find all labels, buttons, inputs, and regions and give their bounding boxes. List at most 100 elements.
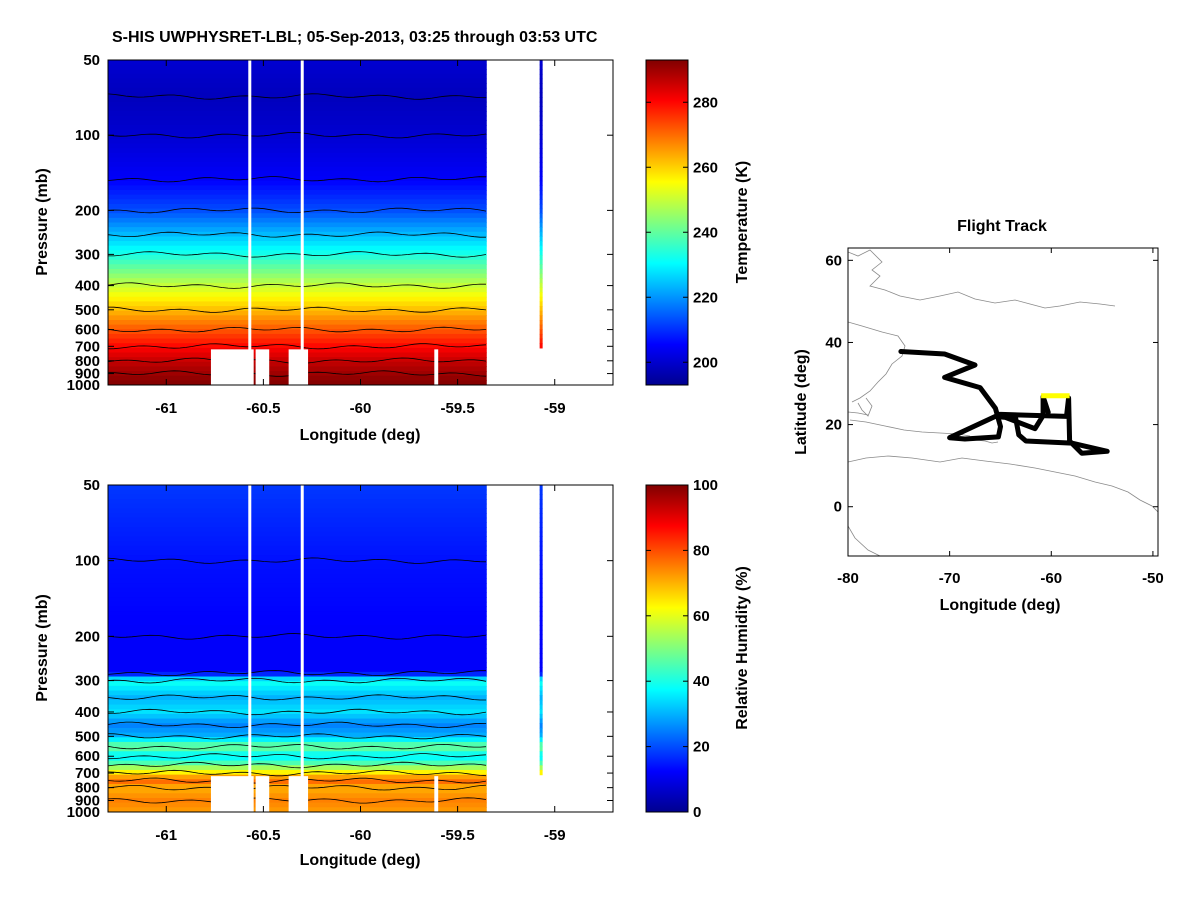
band-cell	[108, 676, 487, 682]
band-cell	[108, 611, 487, 617]
extra-profile-cell	[539, 255, 543, 261]
band-cell	[108, 157, 487, 163]
extra-profile-cell	[539, 676, 543, 682]
colorbar-tick-label: 0	[693, 804, 701, 821]
extra-profile-cell	[539, 83, 543, 89]
extra-profile-cell	[539, 699, 543, 706]
band-cell	[108, 503, 487, 509]
band-cell	[108, 292, 487, 298]
extra-profile-cell	[539, 292, 543, 298]
band-cell	[108, 755, 487, 762]
extra-profile-cell	[539, 259, 543, 265]
cloud-gap	[255, 349, 270, 385]
x-tick-label: -59.5	[441, 400, 475, 417]
contour-line	[108, 708, 487, 716]
extra-profile-cell	[539, 611, 543, 617]
contour-line	[108, 326, 487, 333]
coastline-gulf	[848, 411, 869, 416]
extra-profile-cell	[539, 662, 543, 668]
x-tick-label: -60.5	[246, 827, 280, 844]
band-cell	[108, 555, 487, 561]
x-tick-label: -60	[350, 400, 372, 417]
band-cell	[108, 536, 487, 542]
extra-profile-cell	[539, 78, 543, 84]
extra-profile-cell	[539, 671, 543, 678]
y-tick-label: 50	[83, 477, 100, 494]
y-tick-label: 100	[75, 553, 100, 570]
y-tick-label: 1000	[67, 377, 100, 394]
band-cell	[108, 222, 487, 228]
contour-line	[108, 131, 487, 139]
band-cell	[108, 569, 487, 575]
band-cell	[108, 718, 487, 724]
x-tick-label: -60	[1040, 570, 1062, 587]
band-cell	[108, 106, 487, 112]
band-cell	[108, 737, 487, 743]
extra-profile-cell	[539, 709, 543, 715]
humidity-panel: -61 -60.5 -60 -59.5 -59 50100200300400500600…	[34, 477, 751, 869]
band-cell	[108, 625, 487, 631]
band-cell	[108, 573, 487, 580]
colorbar-tick-label: 60	[693, 608, 710, 625]
band-cell	[108, 273, 487, 279]
extra-profile-cell	[539, 555, 543, 561]
extra-profile-cell	[539, 120, 543, 126]
band-cell	[108, 208, 487, 214]
humidity-contours	[108, 557, 487, 804]
extra-profile-cell	[539, 564, 543, 570]
extra-profile-cell	[539, 333, 543, 340]
band-cell	[108, 522, 487, 528]
band-cell	[108, 746, 487, 752]
extra-profile-cell	[539, 769, 543, 776]
contour-line	[108, 306, 487, 313]
band-cell	[108, 166, 487, 173]
contour-line	[108, 761, 487, 769]
band-cell	[108, 255, 487, 261]
flight-track-x-label: Longitude (deg)	[940, 597, 1061, 614]
extra-profile-cell	[539, 513, 543, 519]
contour-line	[108, 251, 487, 258]
y-tick-label: 40	[825, 334, 842, 351]
band-cell	[108, 60, 487, 66]
extra-profile-cell	[539, 751, 543, 757]
band-cell	[108, 648, 487, 654]
extra-profile-cell	[539, 667, 543, 673]
flight-track-x-ticks: -80 -70 -60 -50	[837, 248, 1164, 587]
extra-profile-cell	[539, 573, 543, 580]
extra-profile-cell	[539, 629, 543, 636]
extra-profile-cell	[539, 273, 543, 279]
band-cell	[108, 657, 487, 664]
extra-profile-cell	[539, 737, 543, 743]
band-cell	[108, 199, 487, 205]
contour-line	[108, 176, 487, 183]
band-cell	[108, 564, 487, 570]
humidity-y-label: Pressure (mb)	[34, 594, 51, 702]
band-cell	[108, 601, 487, 608]
band-cell	[108, 227, 487, 233]
x-tick-label: -60.5	[246, 400, 280, 417]
extra-profile-cell	[539, 245, 543, 251]
coastline-south-america	[848, 455, 1158, 513]
extra-profile-cell	[539, 231, 543, 238]
extra-profile-cell	[539, 87, 543, 94]
temperature-contours	[108, 93, 487, 377]
contour-line	[108, 721, 487, 729]
extra-profile-cell	[539, 143, 543, 149]
extra-profile-cell	[539, 287, 543, 293]
band-cell	[108, 517, 487, 523]
band-cell	[108, 727, 487, 734]
extra-profile-cell	[539, 185, 543, 191]
extra-profile-cell	[539, 152, 543, 159]
contour-line	[108, 557, 487, 564]
y-tick-label: 800	[75, 780, 100, 797]
extra-profile-cell	[539, 550, 543, 556]
extra-profile-cell	[539, 508, 543, 514]
y-tick-label: 200	[75, 628, 100, 645]
figure-title: S-HIS UWPHYSRET-LBL; 05-Sep-2013, 03:25 …	[112, 29, 598, 46]
extra-profile-cell	[539, 746, 543, 752]
colorbar-tick-label: 200	[693, 354, 718, 371]
band-cell	[108, 87, 487, 94]
humidity-x-ticks: -61 -60.5 -60 -59.5 -59	[155, 485, 566, 844]
band-cell	[108, 667, 487, 673]
y-tick-label: 20	[825, 417, 842, 434]
